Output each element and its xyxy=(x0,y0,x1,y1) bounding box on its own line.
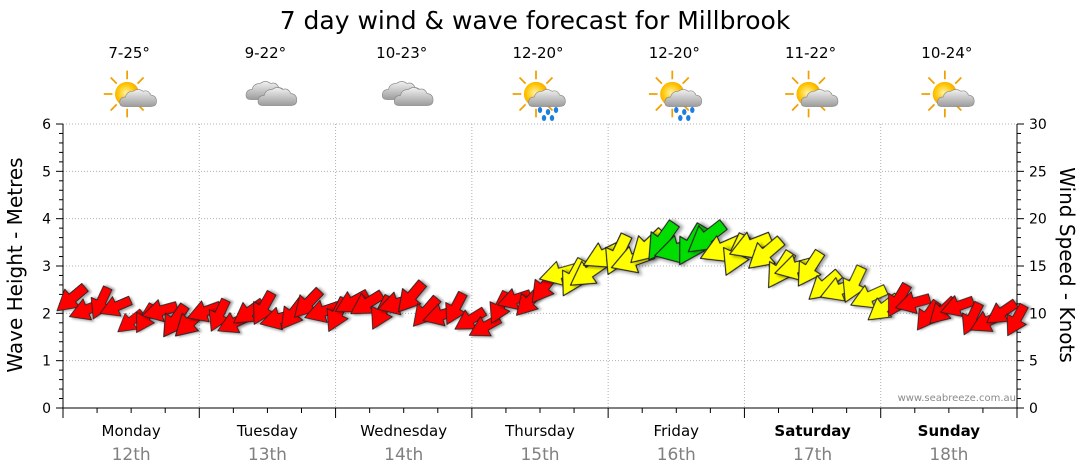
y2-tick-label: 15 xyxy=(1029,259,1047,275)
partly-cloudy-icon xyxy=(920,69,975,119)
date-label: 17th xyxy=(793,445,832,465)
day-label: Wednesday xyxy=(360,422,447,440)
y2-tick-label: 30 xyxy=(1029,117,1047,133)
weather-row: 7-25° 9-22° 10-23° 12-20° 12-20° 11-22° 10-24° xyxy=(102,44,975,121)
temperature-label: 7-25° xyxy=(108,44,150,62)
day-label: Monday xyxy=(102,422,161,440)
day-label: Thursday xyxy=(504,422,575,440)
wind-arrow-shape xyxy=(398,279,428,313)
y-tick-label: 1 xyxy=(42,354,51,370)
cloudy-icon xyxy=(381,81,434,106)
rain-drop-icon xyxy=(674,107,679,113)
date-label: 13th xyxy=(248,445,287,465)
rain-drop-icon xyxy=(545,109,551,115)
y2-tick-label: 25 xyxy=(1029,164,1047,180)
cloudy-icon xyxy=(245,81,298,106)
wind-arrow-shape xyxy=(1006,302,1029,337)
y2-tick-label: 20 xyxy=(1029,212,1047,228)
wind-arrow xyxy=(1006,302,1029,337)
date-label: 16th xyxy=(657,445,696,465)
rain-drop-icon xyxy=(682,109,687,115)
wind-arrow xyxy=(940,295,976,317)
wind-arrow-shape xyxy=(748,235,786,269)
temperature-label: 10-24° xyxy=(921,44,972,62)
day-label: Saturday xyxy=(774,422,851,440)
y-tick-label: 2 xyxy=(42,306,51,322)
rain-drop-icon xyxy=(678,115,683,121)
wind-arrow-shape xyxy=(797,248,826,287)
wind-arrow xyxy=(797,248,826,287)
wind-arrow xyxy=(895,291,932,314)
wind-arrow xyxy=(748,235,786,269)
day-label: Sunday xyxy=(918,422,981,440)
day-label: Friday xyxy=(654,422,700,440)
y-tick-label: 6 xyxy=(42,117,51,133)
date-label: 14th xyxy=(384,445,423,465)
partly-cloudy-icon xyxy=(784,69,839,119)
axes: 0 1 2 3 4 5 6 0 5 10 15 20 25 30 Monday 12th Tuesday 13th… xyxy=(42,117,1047,465)
wind-arrow xyxy=(141,299,179,323)
temperature-label: 9-22° xyxy=(245,44,287,62)
partly-cloudy-icon xyxy=(102,69,157,119)
y2-axis-title: Wind Speed - Knots xyxy=(1055,167,1079,363)
date-label: 12th xyxy=(112,445,151,465)
rain-drop-icon xyxy=(537,107,543,113)
rain-drop-icon xyxy=(690,107,695,113)
rain-drop-icon xyxy=(686,115,691,121)
date-label: 15th xyxy=(520,445,559,465)
y-tick-label: 4 xyxy=(42,212,51,228)
showers-icon xyxy=(511,69,566,121)
y-tick-label: 3 xyxy=(42,259,51,275)
grid-lines xyxy=(63,123,1017,408)
rain-drop-icon xyxy=(541,115,547,121)
chart-title: 7 day wind & wave forecast for Millbrook xyxy=(280,6,791,35)
wind-arrow-shape xyxy=(940,295,976,317)
wind-arrows xyxy=(56,219,1029,338)
wind-arrow-shape xyxy=(99,295,133,317)
showers-icon xyxy=(648,69,702,121)
wind-arrow xyxy=(398,279,428,313)
temperature-label: 11-22° xyxy=(785,44,836,62)
y2-tick-label: 0 xyxy=(1029,401,1038,417)
rain-drop-icon xyxy=(553,107,559,113)
temperature-label: 10-23° xyxy=(376,44,427,62)
day-label: Tuesday xyxy=(236,422,298,440)
wind-arrow xyxy=(99,295,133,317)
watermark: www.seabreeze.com.au xyxy=(898,393,1016,404)
temperature-label: 12-20° xyxy=(512,44,563,62)
wind-arrow-shape xyxy=(895,291,932,314)
y2-tick-label: 5 xyxy=(1029,354,1038,370)
y-axis-title: Wave Height - Metres xyxy=(3,157,27,372)
wind-arrow-shape xyxy=(141,299,179,323)
rain-drop-icon xyxy=(549,115,555,121)
date-label: 18th xyxy=(929,445,968,465)
y-tick-label: 0 xyxy=(42,401,51,417)
y-tick-label: 5 xyxy=(42,164,51,180)
y2-tick-label: 10 xyxy=(1029,306,1047,322)
temperature-label: 12-20° xyxy=(649,44,700,62)
